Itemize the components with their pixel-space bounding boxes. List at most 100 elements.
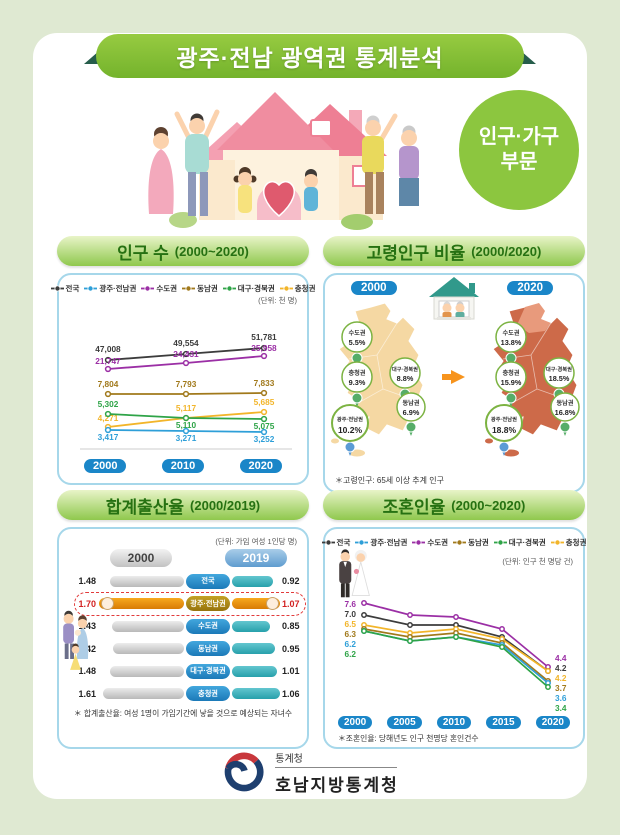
legend-item: 수도권 xyxy=(141,283,177,294)
legend-label: 충청권 xyxy=(565,538,587,547)
data-point xyxy=(453,634,459,640)
legend-item: 광주·전남권 xyxy=(355,537,407,548)
data-point xyxy=(407,622,413,628)
bar-2019 xyxy=(232,643,275,654)
bar-2019 xyxy=(232,620,270,632)
data-point xyxy=(104,410,112,418)
x-axis-years: 2000 2005 2010 2015 2020 xyxy=(332,716,576,729)
legend-item: 동남권 xyxy=(453,537,489,548)
legend-item: 전국 xyxy=(50,283,79,294)
panel-elderly-header: 고령인구 비율 (2000/2020) xyxy=(323,236,585,266)
year-pill: 2010 xyxy=(436,716,472,729)
legend-item: 수도권 xyxy=(412,537,448,548)
legend-marker-icon xyxy=(355,539,369,546)
panel-fertility-header: 합계출산율 (2000/2019) xyxy=(57,490,309,520)
panel-title: 조혼인율 xyxy=(382,497,446,517)
unit-label: (단위: 천 명) xyxy=(258,296,297,305)
data-point xyxy=(361,612,367,618)
legend-label: 대구·경북권 xyxy=(237,284,275,293)
agency-text: 통계청 호남지방통계청 xyxy=(275,750,398,796)
unit-label: (단위: 가임 여성 1인당 명) xyxy=(215,537,297,546)
value-label: 49,554 xyxy=(173,338,199,348)
legend-item: 대구·경북권 xyxy=(222,283,275,294)
region-value: 5.5% xyxy=(349,338,366,347)
data-point xyxy=(407,638,413,644)
unit-label: (단위: 인구 천 명당 건) xyxy=(502,557,573,566)
panel-period: (2000~2020) xyxy=(451,497,526,513)
legend-marker-icon xyxy=(84,285,98,292)
value-label: 24,431 xyxy=(173,349,199,359)
value-label: 7,804 xyxy=(98,379,119,389)
region-pill: 수도권 xyxy=(186,618,230,634)
region-name: 동남권 xyxy=(402,399,419,407)
legend-label: 동남권 xyxy=(468,538,489,547)
legend-label: 광주·전남권 xyxy=(370,538,408,547)
region-name: 대구·경북권 xyxy=(546,365,572,373)
legend-item: 광주·전남권 xyxy=(84,283,136,294)
fertility-row: 1.48 대구·경북권 1.01 xyxy=(76,661,304,681)
end-value-label: 4.2 xyxy=(555,673,567,683)
value-2000: 1.48 xyxy=(78,666,96,676)
region-pill: 광주·전남권 xyxy=(186,596,230,611)
legend-item: 충청권 xyxy=(279,283,315,294)
elderly-couple-house-icon xyxy=(429,277,479,320)
data-point xyxy=(407,612,413,618)
panel-title: 인구 수 xyxy=(117,243,169,263)
data-point xyxy=(545,684,551,690)
value-2019: 0.95 xyxy=(282,643,300,654)
fertility-row: 1.42동남권0.95 xyxy=(76,639,304,659)
badge-line2: 부문 xyxy=(500,151,538,173)
panel-period: (2000/2020) xyxy=(471,243,542,259)
col-year-2000: 2000 xyxy=(110,549,172,567)
value-label: 47,008 xyxy=(95,344,121,354)
data-point xyxy=(260,352,268,360)
region-value: 15.9% xyxy=(501,378,522,387)
region-bubble xyxy=(341,321,373,353)
fertility-row: 1.43 수도권 0.85 xyxy=(76,616,304,636)
year-pill: 2010 xyxy=(161,459,205,473)
data-point xyxy=(182,350,190,358)
data-point xyxy=(499,626,505,632)
start-value-label: 7.6 xyxy=(344,599,356,609)
legend-label: 전국 xyxy=(336,538,351,547)
badge-line1: 인구·가구 xyxy=(478,126,560,148)
panel-marriage-header: 조혼인율 (2000~2020) xyxy=(323,490,585,520)
page-title-text: 광주·전남 광역권 통계분석 xyxy=(176,45,444,71)
value-label: 5,685 xyxy=(254,397,275,407)
family-illustration xyxy=(63,610,89,670)
value-2019: 1.01 xyxy=(282,666,300,676)
region-value: 13.8% xyxy=(501,338,522,347)
region-pill: 대구·경북권 xyxy=(186,663,230,679)
bar-2019 xyxy=(232,665,277,677)
bar-2000 xyxy=(110,665,184,677)
region-value: 18.8% xyxy=(492,425,517,435)
data-point xyxy=(260,344,268,352)
end-value-label: 3.4 xyxy=(555,703,567,713)
chart-legend: 전국 광주·전남권 수도권 동남권 대구·경북권 충청권 xyxy=(50,283,315,294)
panel-fertility: 합계출산율 (2000/2019) (단위: 가임 여성 1인당 명) 2000… xyxy=(57,490,309,749)
legend-label: 대구·경북권 xyxy=(508,538,546,547)
region-value: 8.8% xyxy=(397,374,414,383)
region-name: 수도권 xyxy=(502,329,519,337)
page-title: 광주·전남 광역권 통계분석 xyxy=(96,34,524,78)
region-value: 6.9% xyxy=(403,408,420,417)
panel-period: (2000~2020) xyxy=(174,243,249,259)
marriage-line-chart: 7.6 4.4 7.0 4.2 6.5 4.2 6.3 3.7 6.2 3.6 6.2 3.4 xyxy=(344,599,567,713)
data-point xyxy=(499,644,505,650)
bar-2019 xyxy=(232,688,280,699)
region-bubble xyxy=(396,392,426,422)
fertility-row: 1.48 전국 0.92 xyxy=(76,571,304,591)
panel-period: (2000/2019) xyxy=(190,497,261,513)
legend-label: 수도권 xyxy=(156,284,178,293)
start-value-label: 6.3 xyxy=(344,629,356,639)
footnote: ＊ 합계출산율: 여성 1명이 가임기간에 낳을 것으로 예상되는 자녀수 xyxy=(73,708,293,718)
year-pill: 2020 xyxy=(535,716,570,729)
value-2019: 1.06 xyxy=(282,688,300,699)
region-bubble xyxy=(495,361,527,393)
region-bubble xyxy=(495,321,527,353)
legend-label: 동남권 xyxy=(197,284,218,293)
bar-2000 xyxy=(103,688,184,699)
fertility-column-years: 2000 2019 xyxy=(76,549,304,567)
value-2000: 1.43 xyxy=(78,621,96,631)
bar-2000 xyxy=(112,620,184,632)
